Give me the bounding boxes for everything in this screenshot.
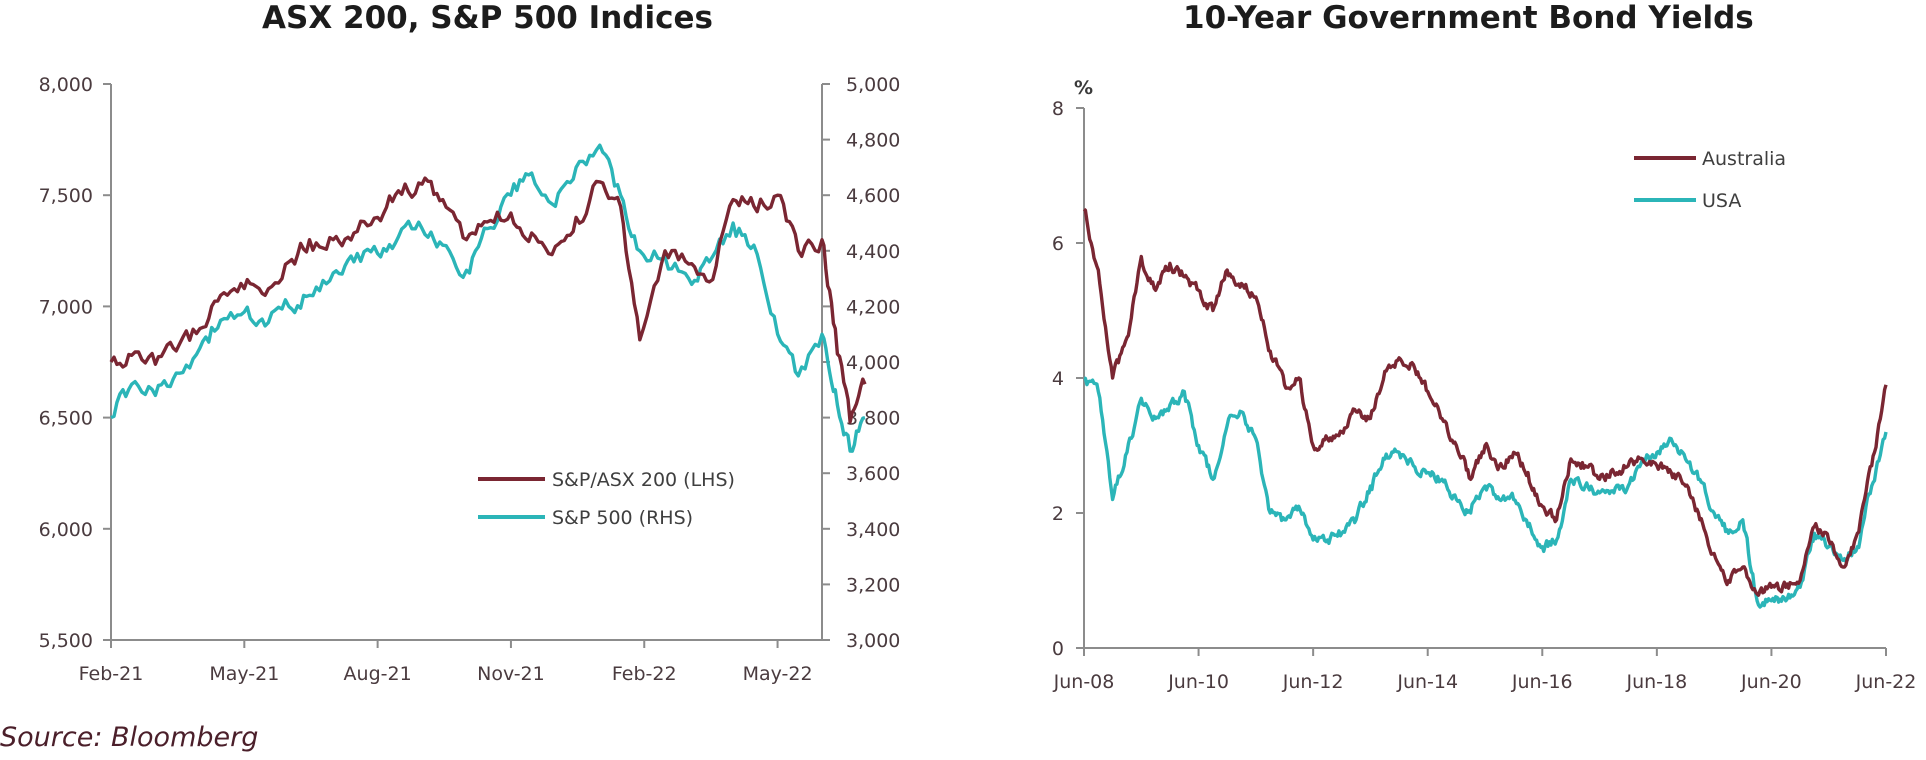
bond-yields-chart: % 0 2 4 6 8 Jun-08 Jun-10 Jun-12 Jun-14 Jun-16 Jun-…: [1052, 77, 1917, 693]
y-left-tick-label: 6,000: [39, 519, 93, 541]
chart-title-indices: ASX 200, S&P 500 Indices: [262, 0, 713, 36]
y-right-tick-label: 3,600: [846, 463, 900, 485]
legend-label-usa: USA: [1702, 190, 1741, 212]
x-tick-label: Jun-12: [1282, 671, 1344, 693]
y-right-tick-label: 4,000: [846, 352, 900, 374]
y-left-tick-label: 6,500: [39, 408, 93, 430]
x-tick-label: Jun-08: [1053, 671, 1115, 693]
x-tick-label: May-21: [209, 663, 279, 685]
y-right-tick-label: 5,000: [846, 74, 900, 96]
x-tick-label: Jun-18: [1625, 671, 1687, 693]
y-right-tick-label: 4,600: [846, 185, 900, 207]
series-line-australia: [1083, 207, 1888, 597]
y-right-tick-label: 3,000: [846, 630, 900, 652]
x-tick-label: May-22: [743, 663, 813, 685]
legend-label-s-p-500-rhs: S&P 500 (RHS): [552, 507, 693, 529]
x-tick-label: Nov-21: [477, 663, 545, 685]
y-unit-label: %: [1074, 77, 1093, 99]
x-tick-label: Feb-21: [79, 663, 144, 685]
y-right-tick-label: 3,200: [846, 574, 900, 596]
y-right-tick-label: 4,800: [846, 130, 900, 152]
series-line-usa: [1083, 376, 1888, 609]
y-tick-label: 8: [1052, 98, 1064, 120]
y-right-tick-label: 4,400: [846, 241, 900, 263]
source-note: Source: Bloomberg: [0, 722, 259, 753]
x-tick-label: Jun-22: [1855, 671, 1917, 693]
y-right-tick-label: 4,200: [846, 296, 900, 318]
y-right-tick-label: 3,400: [846, 519, 900, 541]
x-tick-label: Jun-10: [1167, 671, 1229, 693]
x-tick-label: Aug-21: [344, 663, 412, 685]
x-tick-label: Feb-22: [612, 663, 677, 685]
x-tick-label: Jun-14: [1396, 671, 1458, 693]
y-tick-label: 2: [1052, 503, 1064, 525]
y-tick-label: 4: [1052, 368, 1064, 390]
legend-label-s-p-asx-200-lhs: S&P/ASX 200 (LHS): [552, 469, 735, 491]
y-left-tick-label: 7,500: [39, 185, 93, 207]
chart-title-bond-yields: 10-Year Government Bond Yields: [1183, 0, 1754, 36]
y-left-tick-label: 7,000: [39, 296, 93, 318]
series-line-s-p-asx-200-lhs: [109, 176, 867, 424]
series-line-s-p-500-rhs: [110, 143, 866, 453]
y-left-tick-label: 5,500: [39, 630, 93, 652]
y-tick-label: 0: [1052, 638, 1064, 660]
y-left-tick-label: 8,000: [39, 74, 93, 96]
x-tick-label: Jun-20: [1740, 671, 1802, 693]
legend-label-australia: Australia: [1702, 148, 1786, 170]
y-tick-label: 6: [1052, 233, 1064, 255]
x-tick-label: Jun-16: [1511, 671, 1573, 693]
indices-chart: 5,500 6,000 6,500 7,000 7,500 8,000 3,000 3,200…: [39, 74, 901, 685]
